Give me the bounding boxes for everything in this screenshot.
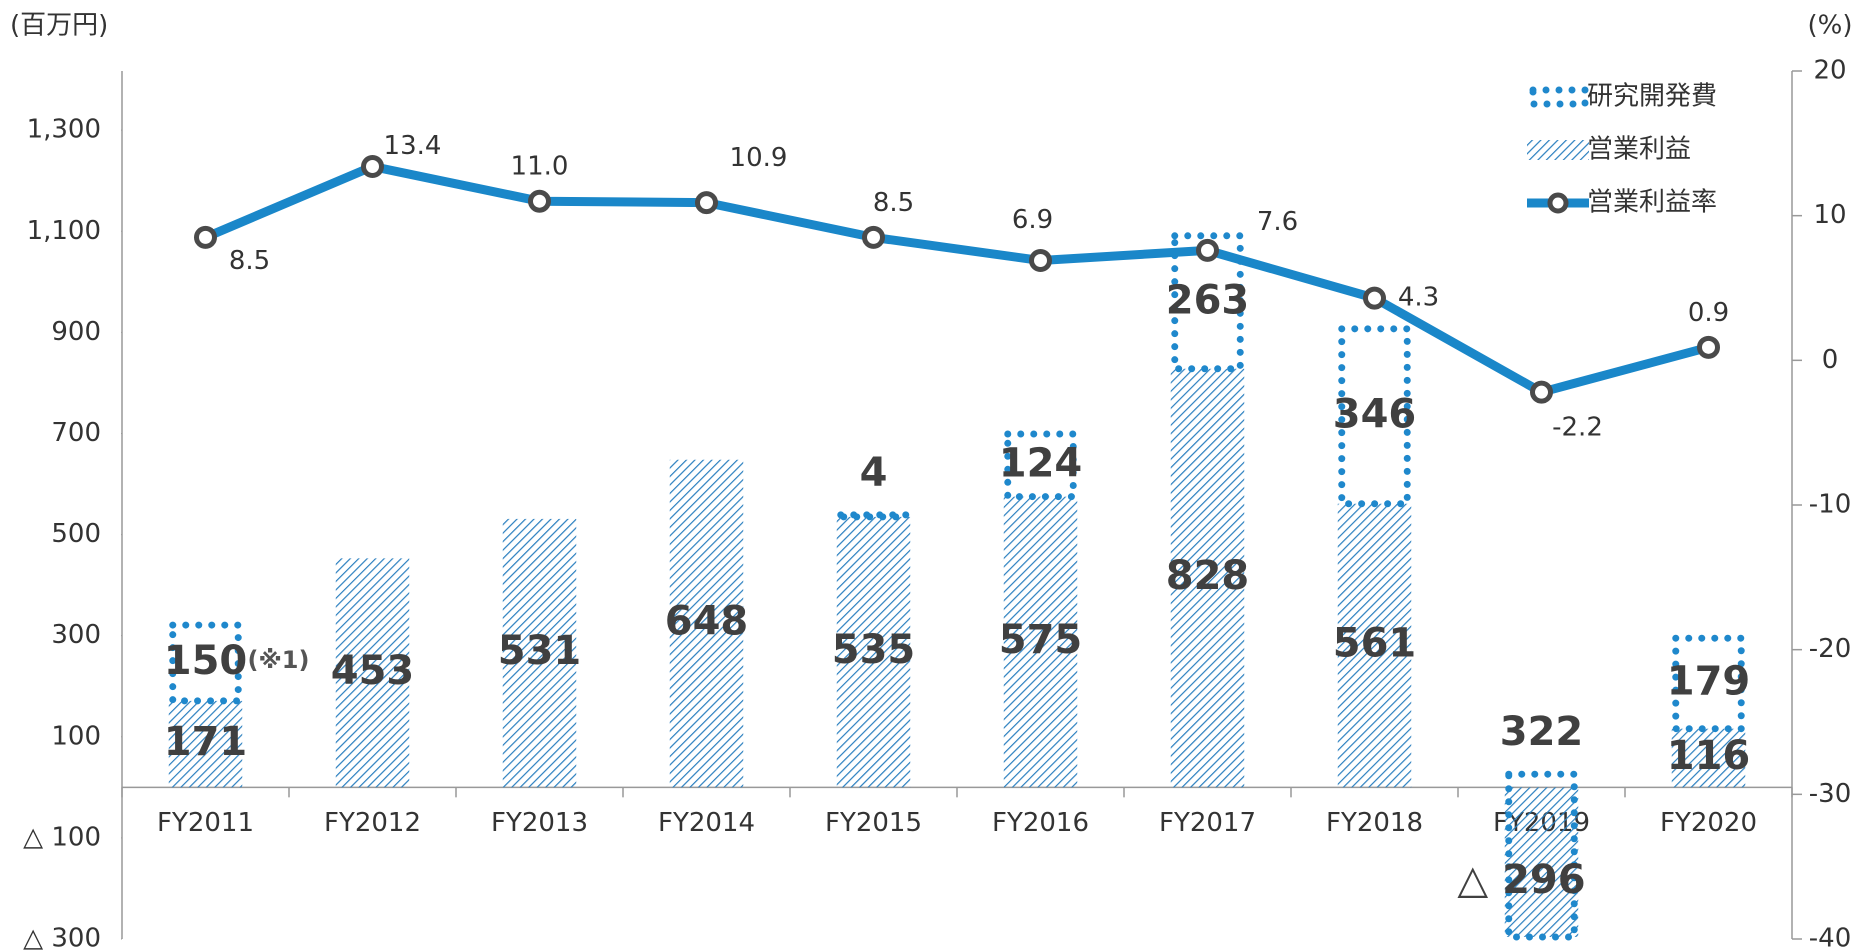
x-tick-label: FY2020 [1660, 808, 1757, 838]
data-label: 535 [832, 627, 916, 673]
y-tick-label: 1,100 [27, 216, 101, 246]
x-tick-label: FY2015 [825, 808, 922, 838]
x-tick-label: FY2018 [1326, 808, 1423, 838]
y-tick-label: △ 300 [23, 924, 101, 950]
line [203, 161, 1710, 397]
line-marker [1196, 238, 1219, 262]
bar [502, 518, 577, 788]
data-label: △ 296 [1457, 857, 1585, 903]
bar [335, 558, 410, 788]
line-marker [695, 191, 718, 215]
legend-swatch [1547, 192, 1569, 214]
data-label: 531 [498, 628, 582, 674]
data-label: -2.2 [1552, 413, 1603, 443]
legend-swatch [1527, 140, 1589, 160]
line-marker [1029, 249, 1052, 273]
line-marker [1530, 380, 1553, 404]
data-label: 13.4 [384, 131, 442, 161]
x-tick-label: FY2011 [157, 808, 254, 838]
y-tick-label: 700 [51, 418, 101, 448]
data-label: 7.6 [1257, 207, 1298, 237]
bar-segment [1171, 232, 1244, 373]
y-axis-label: (百万円) [10, 11, 108, 41]
bar [1671, 728, 1746, 788]
data-label: 11.0 [511, 152, 569, 182]
line-marker [862, 225, 885, 249]
y2-tick-label: 0 [1822, 345, 1839, 375]
data-label: 150 [164, 638, 248, 684]
data-label: 575 [999, 617, 1083, 663]
bar [1337, 503, 1412, 788]
data-label: 0.9 [1688, 298, 1729, 328]
y2-tick-label: -10 [1809, 490, 1851, 520]
data-label: 346 [1333, 391, 1417, 437]
data-label: 828 [1166, 553, 1250, 599]
data-label: 561 [1333, 621, 1417, 667]
data-label: 4.3 [1398, 283, 1439, 313]
bar-segment [1505, 770, 1578, 941]
bar [1170, 368, 1245, 788]
data-label: 263 [1166, 277, 1250, 323]
bar-segment [169, 621, 242, 705]
line-marker [1363, 286, 1386, 310]
bar-segment [1338, 325, 1411, 508]
bar [1504, 787, 1579, 937]
y2-tick-label: -20 [1809, 634, 1851, 664]
legend-label: 営業利益 [1587, 135, 1691, 165]
bar [669, 459, 744, 788]
legend-label: 研究開発費 [1587, 82, 1717, 112]
x-tick-label: FY2012 [324, 808, 421, 838]
bar [836, 516, 911, 788]
x-tick-label: FY2016 [992, 808, 1089, 838]
line-marker [1697, 335, 1720, 359]
data-label: 322 [1500, 709, 1584, 755]
data-label: 179 [1667, 658, 1751, 704]
y2-tick-label: -30 [1809, 779, 1851, 809]
y2-tick-label: -40 [1809, 924, 1851, 950]
y-tick-label: 900 [51, 317, 101, 347]
y2-tick-label: 10 [1813, 200, 1846, 230]
y-tick-label: 100 [51, 721, 101, 751]
y-tick-label: 300 [51, 620, 101, 650]
line-marker [194, 225, 217, 249]
data-label: 453 [331, 648, 415, 694]
data-label: 6.9 [1012, 205, 1053, 235]
y2-axis-label: (%) [1808, 11, 1853, 41]
x-tick-label: FY2013 [491, 808, 588, 838]
data-label: 8.5 [873, 188, 914, 218]
y-tick-label: 1,300 [27, 115, 101, 145]
legend-label: 営業利益率 [1587, 188, 1717, 218]
legend-swatch [1529, 86, 1589, 108]
data-label: 648 [665, 599, 749, 645]
data-label: 4 [860, 450, 888, 496]
y2-tick-label: 20 [1813, 56, 1846, 86]
data-label: 116 [1667, 733, 1751, 779]
line-marker [361, 154, 384, 178]
x-tick-label: FY2014 [658, 808, 755, 838]
data-label: 171 [164, 719, 248, 765]
y-tick-label: 500 [51, 519, 101, 549]
y-tick-label: △ 100 [23, 822, 101, 852]
line-marker [528, 189, 551, 213]
bar [1003, 496, 1078, 788]
bar [168, 700, 243, 788]
data-label: 10.9 [730, 143, 788, 173]
annotation: (※1) [248, 646, 310, 674]
data-label: 124 [999, 440, 1083, 486]
bar-segment [837, 511, 910, 521]
x-tick-label: FY2017 [1159, 808, 1256, 838]
data-label: 8.5 [229, 246, 270, 276]
